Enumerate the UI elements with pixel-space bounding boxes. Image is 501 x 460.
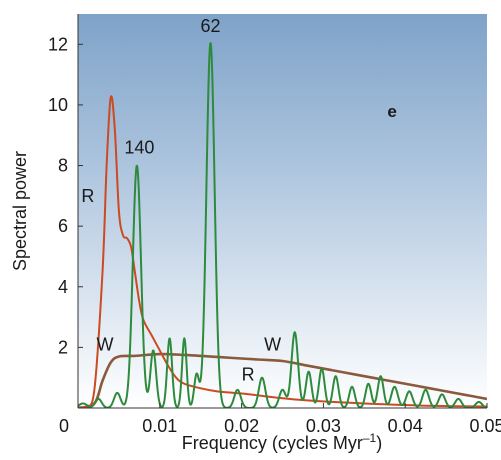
annotation-label: R — [242, 365, 255, 385]
y-tick-label: 6 — [58, 216, 68, 236]
annotation-label: 140 — [124, 137, 154, 157]
y-tick-label: 2 — [58, 337, 68, 357]
y-axis-label: Spectral power — [10, 151, 30, 271]
annotation-label: W — [96, 334, 113, 354]
annotation-label: R — [81, 186, 94, 206]
x-tick-label: 0 — [59, 416, 69, 436]
y-tick-label: 12 — [48, 34, 68, 54]
x-tick-label: 0.02 — [224, 416, 259, 436]
panel-label: e — [387, 102, 396, 121]
x-ticks: 0 0.01 0.02 0.03 0.04 0.05 — [59, 403, 501, 436]
x-axis-label: Frequency (cycles Myr–1) — [182, 431, 382, 453]
x-tick-label: 0.05 — [469, 416, 501, 436]
x-axis-label-superscript: –1 — [363, 431, 377, 445]
y-tick-label: 10 — [48, 95, 68, 115]
x-axis-label-tail: ) — [376, 433, 382, 453]
y-ticks: 2 4 6 8 10 12 — [48, 34, 83, 357]
series-line-green — [78, 42, 487, 408]
x-tick-label: 0.03 — [306, 416, 341, 436]
x-tick-label: 0.01 — [142, 416, 177, 436]
annotation-label: W — [264, 334, 281, 354]
y-tick-label: 8 — [58, 156, 68, 176]
y-tick-label: 4 — [58, 277, 68, 297]
series-line-brown — [78, 352, 487, 408]
series-layer — [78, 42, 487, 408]
x-tick-label: 0.04 — [388, 416, 423, 436]
plot-background — [78, 14, 487, 408]
annotation-label: 62 — [201, 16, 221, 36]
x-axis-label-main: Frequency (cycles Myr — [182, 433, 363, 453]
